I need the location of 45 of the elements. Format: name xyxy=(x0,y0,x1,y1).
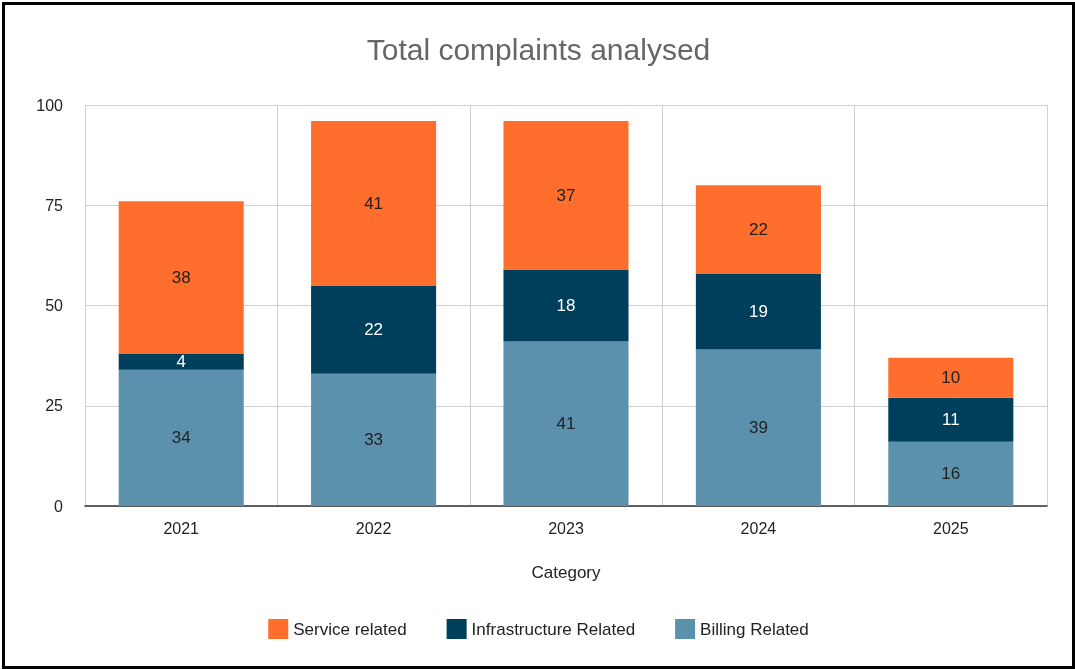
data-label: 41 xyxy=(556,414,576,434)
x-axis-title: Category xyxy=(531,563,601,582)
x-tick-label: 2024 xyxy=(740,519,777,537)
data-label: 4 xyxy=(176,352,186,372)
legend-label: Infrastructure Related xyxy=(471,619,636,639)
x-tick-label: 2025 xyxy=(933,519,969,537)
bar xyxy=(311,285,437,374)
data-label: 22 xyxy=(364,320,384,340)
legend-label: Service related xyxy=(293,619,407,639)
bar xyxy=(503,341,629,506)
bar xyxy=(118,201,244,354)
data-label: 10 xyxy=(941,368,961,388)
bar xyxy=(695,273,821,350)
y-tick-label: 25 xyxy=(45,397,64,415)
data-label: 11 xyxy=(941,410,960,430)
bar xyxy=(888,441,1014,506)
data-label: 41 xyxy=(364,193,384,213)
data-label: 34 xyxy=(171,428,191,448)
bar xyxy=(311,373,437,506)
bar xyxy=(118,353,244,370)
x-tick-label: 2023 xyxy=(548,519,584,537)
y-tick-label: 0 xyxy=(54,497,64,515)
data-label: 16 xyxy=(941,464,961,484)
bar xyxy=(311,121,437,286)
bar xyxy=(888,397,1014,442)
chart-title: Total complaints analysed xyxy=(366,32,711,66)
data-label: 38 xyxy=(171,267,191,287)
bar xyxy=(118,369,244,506)
y-tick-label: 100 xyxy=(36,96,64,114)
bar xyxy=(695,185,821,274)
data-label: 19 xyxy=(748,302,768,322)
bar xyxy=(695,349,821,506)
bar xyxy=(503,121,629,270)
data-label: 39 xyxy=(748,418,768,438)
x-tick-label: 2021 xyxy=(163,519,200,537)
y-tick-label: 50 xyxy=(45,297,64,314)
data-label: 33 xyxy=(364,430,384,450)
legend-label: Billing Related xyxy=(700,619,809,639)
bar xyxy=(503,269,629,342)
data-label: 22 xyxy=(748,219,768,239)
data-label: 37 xyxy=(556,185,576,205)
x-tick-label: 2022 xyxy=(355,519,392,537)
data-label: 18 xyxy=(556,296,576,315)
y-tick-label: 75 xyxy=(45,196,64,214)
bar xyxy=(888,357,1014,398)
